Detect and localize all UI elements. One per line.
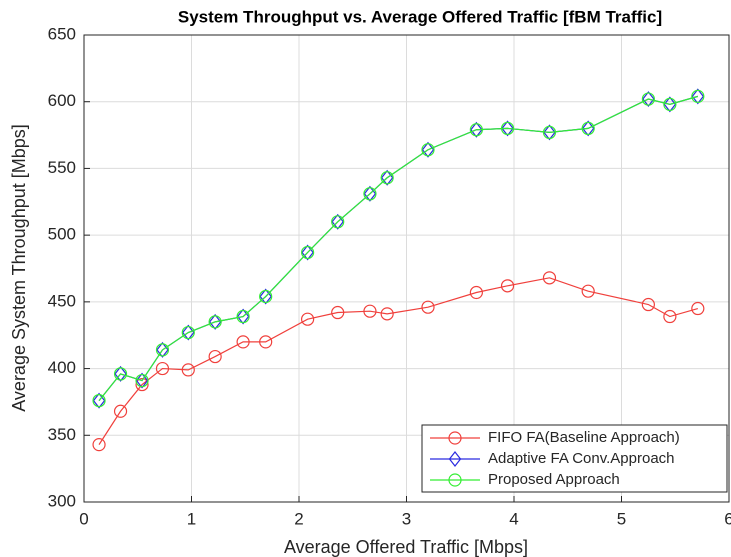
x-tick-label: 6 xyxy=(724,509,731,528)
marker xyxy=(236,309,250,324)
marker xyxy=(380,171,394,185)
marker xyxy=(542,271,557,285)
marker xyxy=(363,304,377,318)
marker xyxy=(469,123,483,137)
marker xyxy=(448,431,462,445)
marker xyxy=(208,313,222,330)
marker xyxy=(691,89,705,103)
marker xyxy=(448,473,462,487)
marker xyxy=(135,377,149,392)
plot-frame xyxy=(83,34,730,503)
marker xyxy=(301,244,314,261)
marker xyxy=(663,96,677,113)
y-tick-label: 300 xyxy=(48,491,76,510)
x-tick-label: 2 xyxy=(294,509,303,528)
marker xyxy=(155,343,170,357)
marker xyxy=(236,335,250,349)
y-tick-label: 450 xyxy=(48,291,76,310)
marker xyxy=(181,363,195,377)
marker xyxy=(500,279,515,293)
marker xyxy=(135,373,149,388)
marker xyxy=(363,185,377,202)
legend-label: FIFO FA(Baseline Approach) xyxy=(488,429,680,446)
marker xyxy=(380,307,394,321)
marker xyxy=(501,120,514,137)
marker xyxy=(259,335,273,349)
marker xyxy=(135,372,149,389)
y-tick-label: 650 xyxy=(48,24,76,43)
marker xyxy=(691,88,705,105)
y-tick-label: 400 xyxy=(48,358,76,377)
marker xyxy=(301,312,315,326)
marker xyxy=(500,121,515,135)
marker xyxy=(642,91,655,108)
marker xyxy=(470,121,483,138)
y-tick-label: 600 xyxy=(48,91,76,110)
marker xyxy=(114,365,127,382)
marker xyxy=(581,121,595,135)
marker xyxy=(236,308,250,325)
marker xyxy=(301,245,315,260)
y-tick-label: 350 xyxy=(48,425,76,444)
marker xyxy=(543,124,556,141)
legend: FIFO FA(Baseline Approach) Adaptive FA Co… xyxy=(421,424,728,493)
x-tick-label: 5 xyxy=(617,509,626,528)
marker xyxy=(542,125,557,140)
marker xyxy=(181,325,195,340)
marker xyxy=(182,324,195,341)
marker xyxy=(421,300,435,314)
marker xyxy=(448,451,462,467)
x-tick-label: 0 xyxy=(79,509,88,528)
marker xyxy=(92,393,106,408)
x-tick-label: 1 xyxy=(187,509,196,528)
y-axis-label: Average System Throughput [Mbps] xyxy=(9,124,29,412)
x-tick-label: 4 xyxy=(509,509,518,528)
legend-label: Adaptive FA Conv.Approach xyxy=(488,450,675,467)
x-tick-label: 3 xyxy=(402,509,411,528)
marker xyxy=(259,289,273,304)
marker xyxy=(331,215,345,229)
marker xyxy=(421,143,435,157)
y-tick-label: 500 xyxy=(48,225,76,244)
marker xyxy=(663,309,677,324)
marker xyxy=(421,141,435,158)
marker xyxy=(581,284,595,298)
chart-title: System Throughput vs. Average Offered Tr… xyxy=(178,7,662,26)
marker xyxy=(208,349,222,364)
marker xyxy=(113,367,128,381)
marker xyxy=(663,97,677,111)
marker xyxy=(363,187,377,201)
marker xyxy=(92,438,106,452)
marker xyxy=(691,301,705,316)
series-line xyxy=(98,277,698,445)
y-tick-label: 550 xyxy=(48,158,76,177)
marker xyxy=(641,92,655,106)
legend-label: Proposed Approach xyxy=(488,471,620,488)
marker xyxy=(331,305,345,320)
marker xyxy=(331,213,344,230)
marker xyxy=(155,361,170,376)
x-axis-label: Average Offered Traffic [Mbps] xyxy=(284,537,528,557)
marker xyxy=(641,297,655,312)
marker xyxy=(208,315,222,329)
marker xyxy=(259,288,272,305)
marker xyxy=(92,392,106,409)
marker xyxy=(469,285,483,300)
marker xyxy=(113,404,128,418)
